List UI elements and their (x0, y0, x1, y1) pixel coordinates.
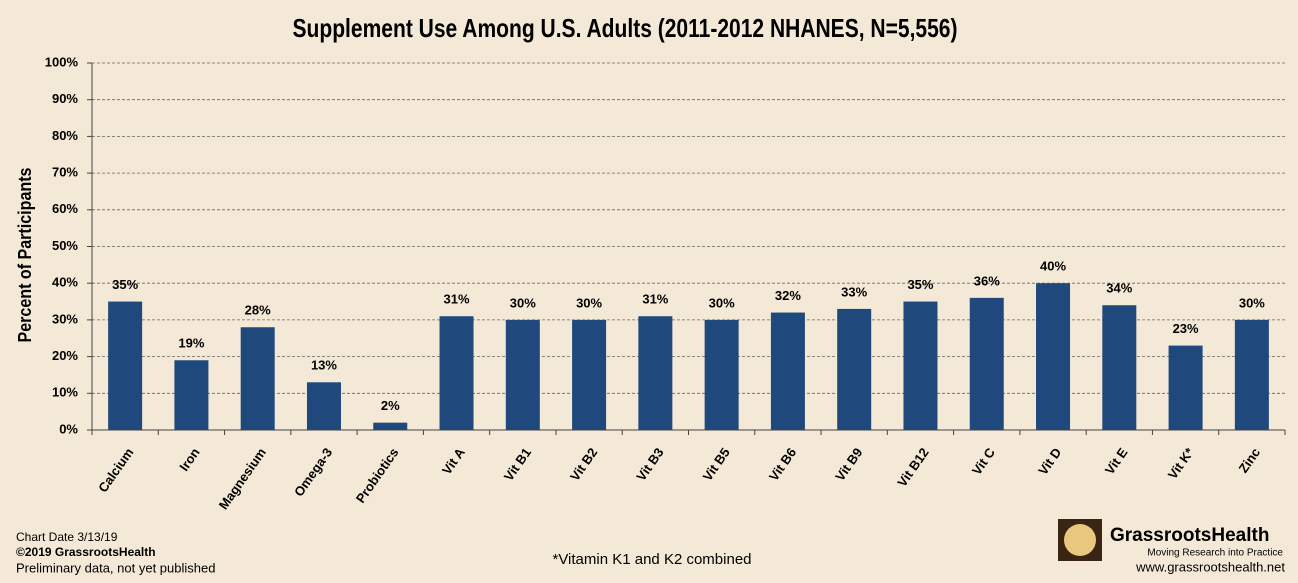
y-tick-label: 80% (52, 128, 78, 143)
y-tick-label: 10% (52, 385, 78, 400)
x-tick-label: Vit B6 (766, 445, 799, 484)
logo-name: GrassrootsHealth (1110, 525, 1269, 546)
x-tick-label: Vit K* (1165, 444, 1198, 482)
y-tick-label: 100% (45, 54, 79, 69)
y-tick-label: 30% (52, 311, 78, 326)
value-label: 31% (444, 292, 470, 307)
bar (704, 319, 739, 430)
y-tick-label: 40% (52, 275, 78, 290)
bar (306, 382, 341, 430)
value-label: 28% (245, 303, 271, 318)
x-tick-label: Vit B12 (894, 445, 931, 490)
value-label: 30% (1239, 295, 1265, 310)
y-axis-label: Percent of Participants (15, 168, 35, 343)
x-tick-label: Calcium (95, 445, 136, 495)
value-label: 33% (841, 284, 867, 299)
bar (969, 297, 1004, 430)
y-tick-label: 90% (52, 91, 78, 106)
bar (1102, 305, 1137, 430)
x-tick-label: Iron (176, 445, 202, 474)
bar (1234, 319, 1269, 430)
bar (1036, 283, 1071, 430)
bar (572, 319, 607, 430)
y-tick-label: 50% (52, 238, 78, 253)
bar (1168, 345, 1203, 430)
value-label: 13% (311, 358, 337, 373)
value-label: 35% (112, 277, 138, 292)
value-label: 32% (775, 288, 801, 303)
status-note: Preliminary data, not yet published (16, 560, 215, 575)
value-label: 36% (974, 273, 1000, 288)
x-tick-label: Probiotics (353, 445, 402, 506)
bar (108, 301, 143, 430)
chart-date: Chart Date 3/13/19 (16, 530, 118, 544)
website: www.grassrootshealth.net (1135, 559, 1285, 574)
x-tick-label: Vit E (1102, 445, 1131, 477)
x-tick-label: Zinc (1236, 445, 1264, 476)
bar (505, 319, 540, 430)
x-tick-label: Vit A (439, 445, 468, 478)
copyright: ©2019 GrassrootsHealth (16, 545, 156, 559)
x-tick-label: Magnesium (216, 445, 269, 512)
x-tick-label: Vit D (1035, 445, 1064, 478)
bar (770, 312, 805, 430)
y-tick-label: 20% (52, 348, 78, 363)
bar (837, 308, 872, 430)
bar (240, 327, 275, 430)
value-label: 23% (1173, 321, 1199, 336)
x-tick-label: Vit B5 (700, 445, 733, 484)
x-tick-label: Omega-3 (291, 445, 335, 499)
footnote: *Vitamin K1 and K2 combined (552, 551, 751, 568)
value-label: 30% (709, 295, 735, 310)
bar (174, 360, 209, 430)
x-tick-label: Vit B2 (567, 445, 600, 484)
bar (373, 422, 408, 430)
logo-tagline: Moving Research into Practice (1147, 548, 1283, 559)
bar (439, 316, 474, 430)
x-tick-label: Vit B9 (832, 445, 865, 484)
logo-icon-circle (1064, 524, 1096, 556)
x-tick-label: Vit C (969, 445, 998, 478)
y-tick-label: 0% (59, 421, 78, 436)
value-label: 34% (1106, 281, 1132, 296)
value-label: 40% (1040, 259, 1066, 274)
bar (903, 301, 938, 430)
y-tick-label: 70% (52, 165, 78, 180)
value-label: 30% (576, 295, 602, 310)
bar (638, 316, 673, 430)
value-label: 19% (178, 336, 204, 351)
chart-title: Supplement Use Among U.S. Adults (2011-2… (293, 13, 958, 43)
logo: GrassrootsHealth Moving Research into Pr… (1058, 519, 1285, 574)
value-label: 31% (642, 292, 668, 307)
x-tick-label: Vit B1 (501, 445, 534, 484)
x-tick-label: Vit B3 (633, 445, 666, 484)
y-tick-label: 60% (52, 201, 78, 216)
value-label: 30% (510, 295, 536, 310)
value-label: 35% (907, 277, 933, 292)
value-label: 2% (381, 398, 400, 413)
